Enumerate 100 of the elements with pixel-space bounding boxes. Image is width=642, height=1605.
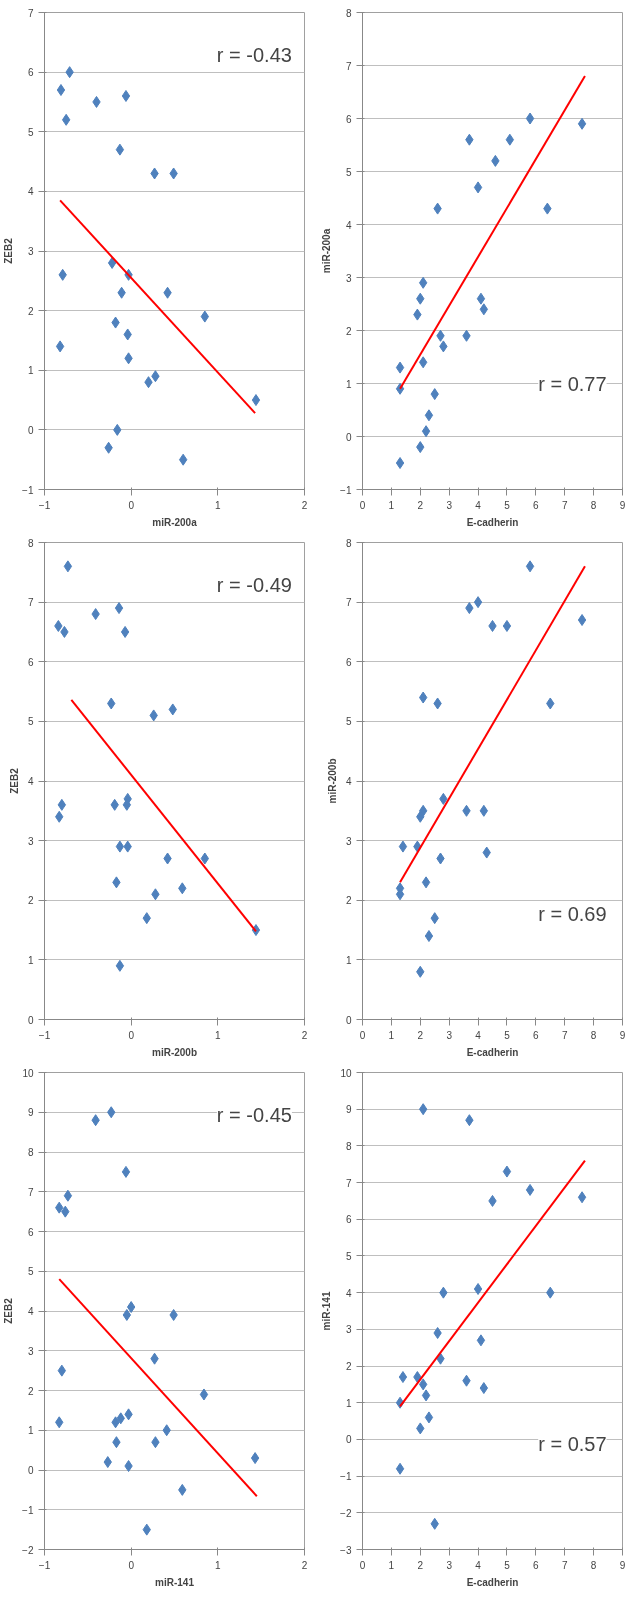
x-tick-label: 3 [446, 1029, 453, 1041]
y-tick-label: 7 [27, 1186, 34, 1198]
annotation: r = -0.45 [216, 1103, 292, 1126]
x-tick-label: 0 [128, 499, 135, 511]
x-tick-label: 0 [359, 1029, 366, 1041]
y-tick-label: 7 [345, 1177, 352, 1189]
y-tick-label: 0 [27, 424, 34, 436]
y-tick-label: 2 [345, 1361, 352, 1373]
x-tick-label: 3 [446, 1559, 453, 1571]
x-tick-label: 8 [590, 1029, 597, 1041]
x-axis-title: E-cadherin [466, 1046, 519, 1058]
y-tick-label: 9 [345, 1104, 352, 1116]
y-tick-label: 0 [345, 1014, 352, 1026]
y-axis-title: ZEB2 [3, 1297, 15, 1324]
y-axis-title: ZEB2 [8, 767, 20, 794]
y-tick-label: −1 [22, 484, 34, 496]
y-tick-label: 5 [345, 166, 352, 178]
x-axis-title: E-cadherin [466, 1576, 519, 1588]
y-tick-label: 4 [345, 219, 352, 231]
x-tick-label: 4 [475, 499, 482, 511]
y-tick-label: 6 [27, 656, 34, 668]
y-axis-title: ZEB2 [3, 237, 15, 264]
y-tick-label: 1 [345, 378, 352, 390]
annotation: r = 0.77 [538, 372, 607, 395]
y-tick-label: 8 [345, 537, 352, 549]
x-tick-label: 6 [533, 499, 540, 511]
x-tick-label: 0 [128, 1559, 135, 1571]
y-axis-title: miR-200a [321, 228, 333, 274]
x-tick-label: 1 [388, 499, 395, 511]
annotation: r = -0.43 [216, 43, 292, 66]
y-tick-label: −1 [22, 1504, 34, 1516]
y-tick-label: 4 [345, 1287, 352, 1299]
y-tick-label: 1 [27, 365, 34, 377]
x-tick-label: 5 [504, 499, 511, 511]
y-tick-label: 7 [27, 597, 34, 609]
y-tick-label: 0 [345, 1434, 352, 1446]
y-tick-label: 0 [345, 431, 352, 443]
y-tick-label: 1 [27, 954, 34, 966]
y-tick-label: 6 [345, 656, 352, 668]
y-tick-label: 7 [345, 597, 352, 609]
y-tick-label: 3 [27, 246, 34, 257]
x-tick-label: 7 [561, 499, 568, 511]
x-tick-label: 9 [619, 499, 626, 511]
x-axis-title: miR-200a [152, 516, 198, 528]
x-tick-label: 2 [417, 499, 424, 511]
x-tick-label: 5 [504, 1029, 511, 1041]
annotation: r = -0.49 [216, 573, 292, 596]
x-tick-label: 2 [301, 1559, 308, 1571]
y-axis-title: miR-200b [326, 758, 338, 804]
y-tick-label: 6 [345, 113, 352, 125]
y-tick-label: −2 [340, 1507, 352, 1519]
x-tick-label: −1 [38, 1029, 51, 1041]
x-axis-title: miR-141 [155, 1576, 195, 1588]
x-tick-label: 9 [619, 1559, 626, 1571]
x-tick-label: 0 [359, 499, 366, 511]
y-tick-label: 4 [27, 776, 34, 787]
x-axis-title: miR-200b [151, 1046, 198, 1058]
y-tick-label: 3 [27, 835, 34, 847]
y-tick-label: 7 [27, 7, 34, 19]
y-tick-label: 8 [27, 1147, 34, 1158]
y-tick-label: 2 [27, 305, 34, 317]
x-tick-label: 3 [446, 499, 453, 511]
y-tick-label: 6 [27, 67, 34, 79]
x-tick-label: −1 [38, 499, 51, 511]
y-tick-label: 10 [22, 1067, 34, 1079]
y-tick-label: 10 [340, 1067, 352, 1079]
y-tick-label: 3 [345, 272, 352, 284]
annotation: r = 0.69 [538, 902, 607, 925]
y-tick-label: 4 [27, 1306, 34, 1317]
y-tick-label: 9 [27, 1107, 34, 1119]
x-tick-label: 8 [590, 1559, 597, 1571]
y-tick-label: 5 [27, 126, 34, 138]
x-tick-label: 5 [504, 1559, 511, 1571]
x-tick-label: 7 [561, 1559, 568, 1571]
x-tick-label: 6 [533, 1029, 540, 1041]
y-tick-label: 5 [345, 716, 352, 728]
x-tick-label: 1 [215, 1559, 222, 1571]
x-tick-label: 8 [590, 499, 597, 511]
y-tick-label: 3 [345, 835, 352, 847]
y-tick-label: 8 [345, 7, 352, 19]
y-axis-title: miR-141 [321, 1291, 333, 1331]
y-tick-label: 3 [27, 1345, 34, 1357]
x-tick-label: 4 [475, 1029, 482, 1041]
y-tick-label: 6 [27, 1226, 34, 1238]
x-tick-label: 0 [359, 1559, 366, 1571]
x-tick-label: 0 [128, 1029, 135, 1041]
x-tick-label: 7 [561, 1029, 568, 1041]
x-axis-title: E-cadherin [466, 516, 519, 528]
x-tick-label: 6 [533, 1559, 540, 1571]
x-tick-label: 2 [301, 499, 308, 511]
y-tick-label: 6 [345, 1214, 352, 1226]
x-tick-label: 2 [417, 1029, 424, 1041]
y-tick-label: 2 [345, 325, 352, 337]
x-tick-label: 1 [215, 1029, 222, 1041]
x-tick-label: 9 [619, 1029, 626, 1041]
y-tick-label: −1 [340, 1471, 352, 1483]
y-tick-label: 2 [345, 895, 352, 907]
y-tick-label: 8 [27, 537, 34, 549]
y-tick-label: 1 [345, 954, 352, 966]
x-tick-label: −1 [38, 1559, 51, 1571]
